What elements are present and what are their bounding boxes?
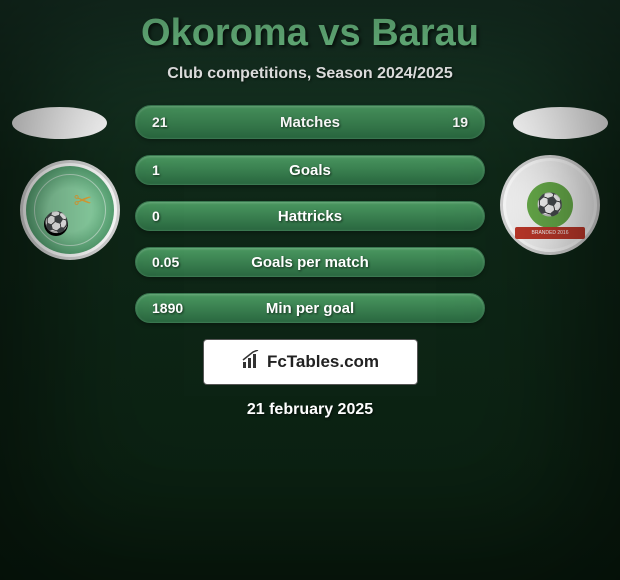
stat-row-goals: 1 Goals (135, 155, 485, 185)
stat-left-value: 1890 (152, 300, 202, 316)
stat-label: Min per goal (202, 300, 418, 317)
branding-label: FcTables.com (267, 352, 379, 372)
club-logo-right: ⚽ BRANDED 2016 (500, 155, 600, 255)
club-ellipse-left (12, 107, 107, 139)
stat-label: Goals per match (202, 254, 418, 271)
stat-bars: 21 Matches 19 1 Goals 0 Hattricks 0.05 G… (135, 105, 485, 323)
stat-row-hattricks: 0 Hattricks (135, 201, 485, 231)
stat-row-min-per-goal: 1890 Min per goal (135, 293, 485, 323)
stat-label: Goals (202, 162, 418, 179)
club-logo-right-inner: ⚽ BRANDED 2016 (506, 161, 594, 249)
club-logo-left-inner: ✂ (26, 166, 114, 254)
stat-row-goals-per-match: 0.05 Goals per match (135, 247, 485, 277)
soccer-ball-icon (44, 212, 68, 236)
date-text: 21 february 2025 (20, 401, 600, 419)
subtitle: Club competitions, Season 2024/2025 (0, 65, 620, 83)
branding-box[interactable]: FcTables.com (203, 339, 418, 385)
stat-label: Hattricks (202, 208, 418, 225)
page-title: Okoroma vs Barau (0, 0, 620, 55)
scissors-icon: ✂ (74, 188, 92, 214)
stat-left-value: 0 (152, 208, 202, 224)
stat-right-value: 19 (418, 114, 468, 130)
stat-left-value: 1 (152, 162, 202, 178)
club-right-ball-icon: ⚽ (527, 182, 573, 228)
stat-row-matches: 21 Matches 19 (135, 105, 485, 139)
stat-label: Matches (202, 114, 418, 131)
club-right-banner: BRANDED 2016 (515, 227, 585, 239)
club-logo-left: ✂ (20, 160, 120, 260)
club-ellipse-right (513, 107, 608, 139)
stat-left-value: 0.05 (152, 254, 202, 270)
content-area: ✂ ⚽ BRANDED 2016 21 Matches 19 1 Goals 0… (0, 105, 620, 419)
stat-left-value: 21 (152, 114, 202, 130)
chart-icon (241, 350, 261, 375)
